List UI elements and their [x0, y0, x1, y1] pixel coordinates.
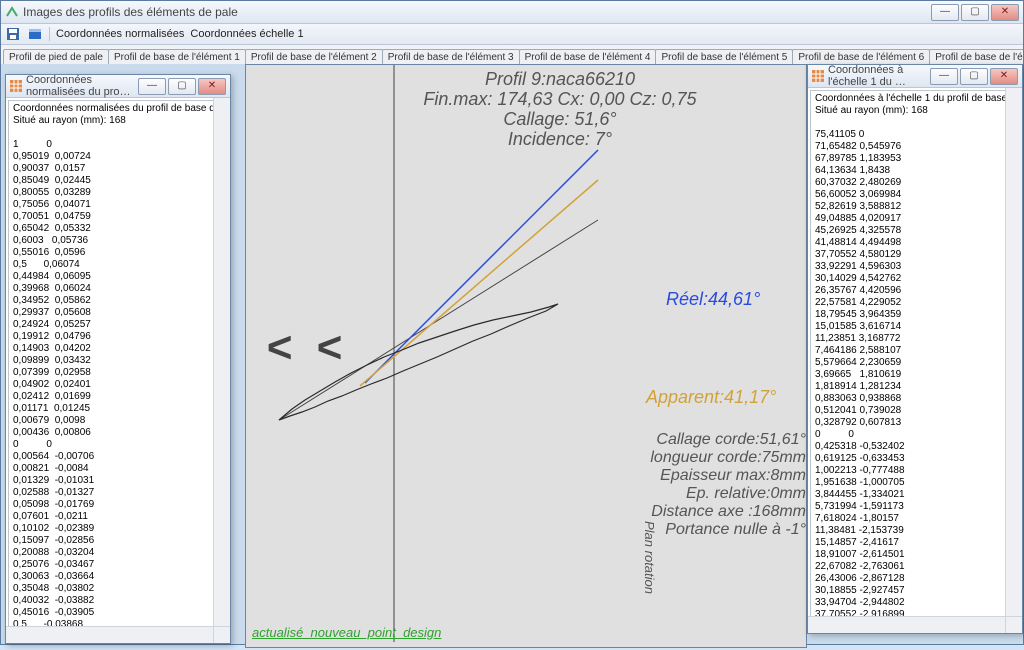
- left-coords-text[interactable]: Coordonnées normalisées du profil de bas…: [8, 100, 228, 641]
- minimize-button[interactable]: —: [931, 4, 959, 21]
- fig-h3: Callage: 51,6°: [350, 109, 770, 129]
- tab-element-1[interactable]: Profil de base de l'élément 1: [108, 49, 246, 65]
- right-titlebar[interactable]: Coordonnées à l'échelle 1 du … — ▢ ✕: [808, 65, 1022, 88]
- apparent-angle-label: Apparent:41,17°: [646, 387, 776, 408]
- chevron-left-icon: < <: [266, 323, 348, 373]
- toolbar-link-normalisées[interactable]: Coordonnées normalisées: [56, 28, 184, 40]
- book-icon[interactable]: [27, 26, 43, 42]
- fig-h4: Incidence: 7°: [350, 129, 770, 149]
- right-coords-text[interactable]: Coordonnées à l'échelle 1 du profil de b…: [810, 90, 1020, 631]
- left-scroll-corner: [213, 626, 230, 643]
- tab-element-7[interactable]: Profil de base de l'élément 7: [929, 49, 1023, 65]
- app-icon: [5, 5, 19, 19]
- window-buttons: — ▢ ✕: [931, 4, 1019, 21]
- left-max-button[interactable]: ▢: [168, 78, 196, 95]
- mdi-client-area: Profil 9:naca66210 Fin.max: 174,63 Cx: 0…: [1, 64, 1023, 644]
- tab-element-2[interactable]: Profil de base de l'élément 2: [245, 49, 383, 65]
- right-min-button[interactable]: —: [930, 68, 958, 85]
- left-titlebar[interactable]: Coordonnées normalisées du pro… — ▢ ✕: [6, 75, 230, 98]
- toolbar-link-echelle1[interactable]: Coordonnées échelle 1: [190, 28, 303, 40]
- left-scrollbar-v[interactable]: [213, 98, 230, 627]
- left-min-button[interactable]: —: [138, 78, 166, 95]
- toolbar: Coordonnées normalisées Coordonnées éche…: [1, 24, 1023, 45]
- tab-element-3[interactable]: Profil de base de l'élément 3: [382, 49, 520, 65]
- right-scrollbar-h[interactable]: [808, 616, 1006, 633]
- grid-icon: [10, 79, 22, 93]
- right-close-button[interactable]: ✕: [990, 68, 1018, 85]
- left-title: Coordonnées normalisées du pro…: [26, 74, 138, 98]
- right-coords-window[interactable]: Coordonnées à l'échelle 1 du … — ▢ ✕ Coo…: [807, 64, 1023, 634]
- toolbar-separator: [49, 27, 50, 41]
- main-window: Images des profils des éléments de pale …: [0, 0, 1024, 645]
- main-title: Images des profils des éléments de pale: [23, 5, 238, 19]
- info-l5: Distance axe :168mm: [626, 503, 806, 521]
- bottom-caption: actualisé_nouveau_point_design: [252, 625, 441, 640]
- save-icon[interactable]: [5, 26, 21, 42]
- maximize-button[interactable]: ▢: [961, 4, 989, 21]
- close-button[interactable]: ✕: [991, 4, 1019, 21]
- right-scrollbar-v[interactable]: [1005, 88, 1022, 617]
- figure-header: Profil 9:naca66210 Fin.max: 174,63 Cx: 0…: [350, 69, 770, 149]
- info-l2: longueur corde:75mm: [626, 449, 806, 467]
- left-close-button[interactable]: ✕: [198, 78, 226, 95]
- profile-figure: Profil 9:naca66210 Fin.max: 174,63 Cx: 0…: [245, 64, 807, 648]
- right-title: Coordonnées à l'échelle 1 du …: [828, 64, 930, 88]
- left-coords-window[interactable]: Coordonnées normalisées du pro… — ▢ ✕ Co…: [5, 74, 231, 644]
- info-l4: Ep. relative:0mm: [626, 485, 806, 503]
- main-titlebar[interactable]: Images des profils des éléments de pale …: [1, 1, 1023, 24]
- tab-element-5[interactable]: Profil de base de l'élément 5: [655, 49, 793, 65]
- right-max-button[interactable]: ▢: [960, 68, 988, 85]
- real-angle-label: Réel:44,61°: [666, 289, 760, 310]
- tab-element-6[interactable]: Profil de base de l'élément 6: [792, 49, 930, 65]
- info-l3: Epaisseur max:8mm: [626, 467, 806, 485]
- grid-icon: [812, 69, 824, 83]
- fig-h2: Fin.max: 174,63 Cx: 0,00 Cz: 0,75: [350, 89, 770, 109]
- tab-strip: Profil de pied de paleProfil de base de …: [1, 45, 1023, 66]
- info-l1: Callage corde:51,61°: [626, 431, 806, 449]
- plan-rotation-label: Plan rotation: [642, 521, 657, 594]
- tab-element-0[interactable]: Profil de pied de pale: [3, 49, 109, 65]
- fig-h1: Profil 9:naca66210: [350, 69, 770, 89]
- left-scrollbar-h[interactable]: [6, 626, 214, 643]
- right-scroll-corner: [1005, 616, 1022, 633]
- tab-element-4[interactable]: Profil de base de l'élément 4: [519, 49, 657, 65]
